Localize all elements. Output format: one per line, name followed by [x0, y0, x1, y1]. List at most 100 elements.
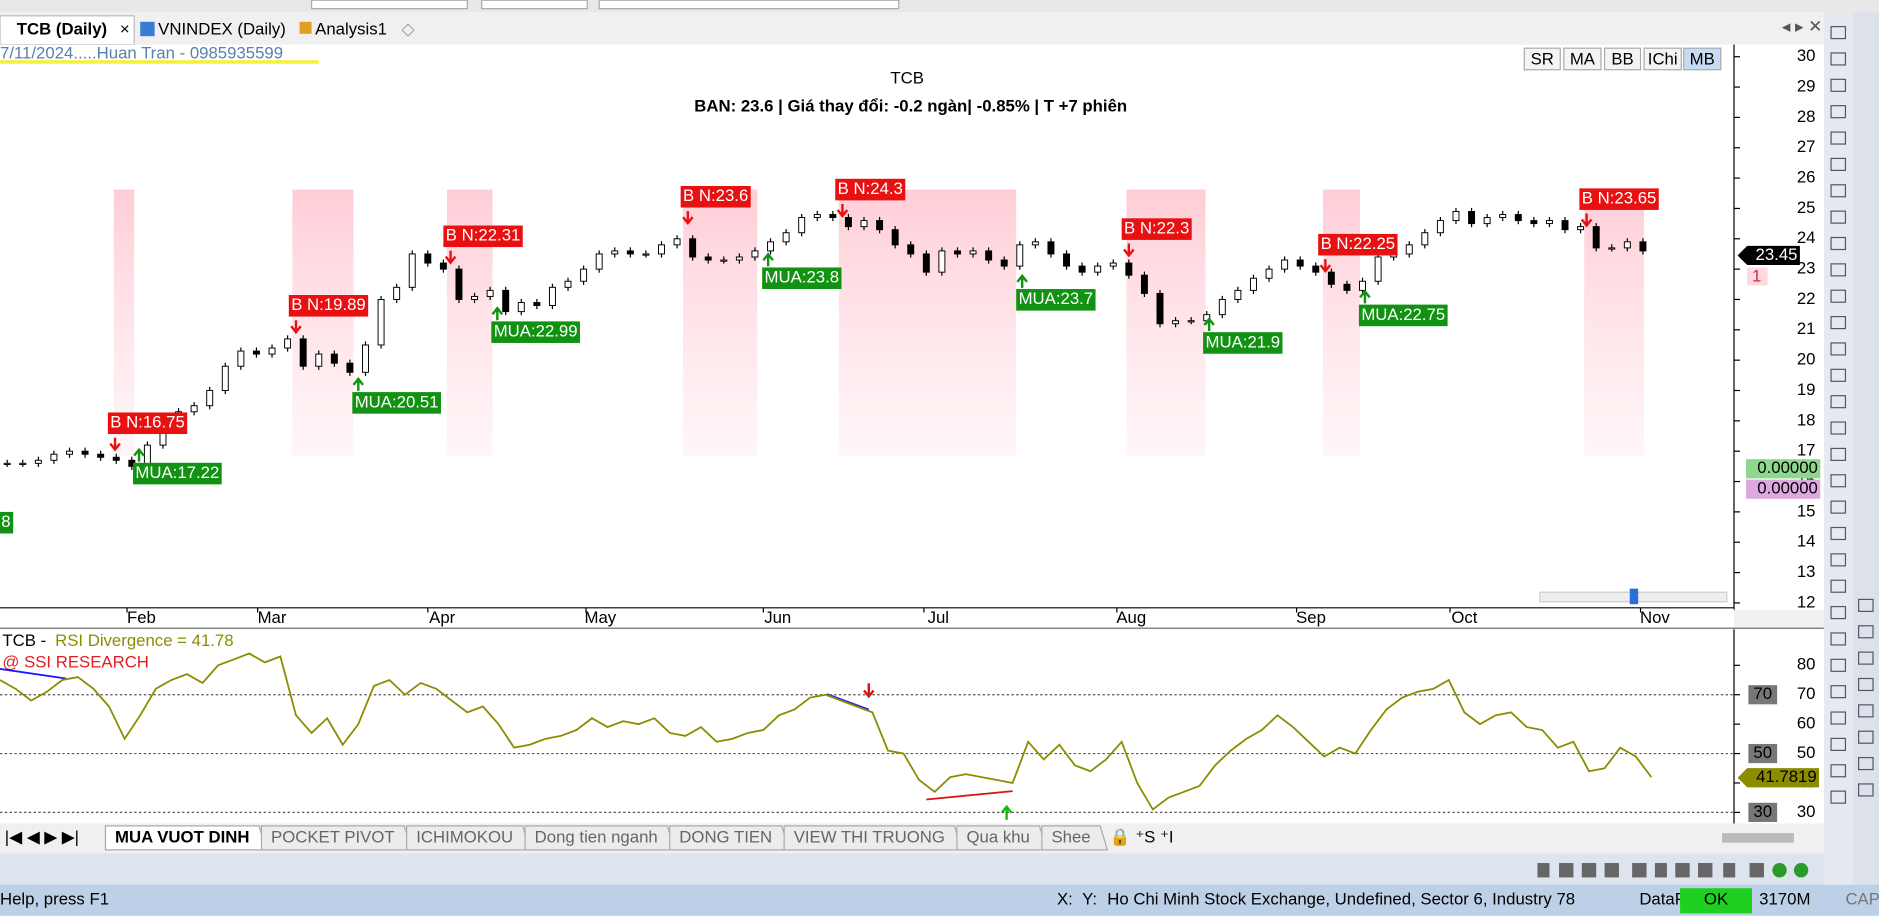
toggle-button[interactable] — [1523, 47, 1561, 71]
sheet-tab[interactable]: Dong tien nganh — [535, 827, 658, 846]
toggle-label[interactable]: IChi — [1648, 50, 1678, 69]
icon[interactable] — [1772, 863, 1787, 878]
tool-icon[interactable] — [1830, 553, 1847, 567]
icon[interactable] — [1723, 863, 1736, 878]
candle-body — [798, 217, 806, 234]
combo[interactable] — [310, 0, 468, 10]
combo[interactable] — [598, 0, 900, 10]
tool-icon[interactable] — [1830, 447, 1847, 461]
toggle-button[interactable] — [1563, 47, 1602, 71]
tool-icon[interactable] — [1830, 78, 1847, 92]
sheet-tab[interactable]: Shee — [1051, 827, 1090, 846]
tool-icon[interactable] — [1830, 52, 1847, 66]
icon[interactable] — [1632, 863, 1647, 878]
candle-body — [1639, 241, 1647, 252]
y-tick-label: 15 — [1797, 501, 1816, 520]
candle-body — [860, 220, 868, 228]
tab-close[interactable]: × — [120, 20, 130, 39]
candle-body — [408, 253, 416, 288]
icon[interactable] — [1675, 863, 1690, 878]
toggle-label[interactable]: SR — [1531, 50, 1554, 69]
tool-icon[interactable] — [1830, 315, 1847, 330]
new-tab[interactable]: ◇ — [401, 20, 415, 39]
tool-icon[interactable] — [1830, 605, 1847, 620]
tool-icon[interactable] — [1830, 236, 1847, 251]
tool-icon[interactable] — [1830, 632, 1847, 646]
tool-icon[interactable] — [1830, 342, 1847, 356]
tool-icon[interactable] — [1830, 685, 1847, 699]
slider-thumb[interactable] — [1629, 588, 1639, 605]
tool-icon[interactable] — [1830, 263, 1847, 277]
tool-icon[interactable] — [1830, 500, 1847, 514]
tool-icon[interactable] — [1830, 289, 1847, 303]
tab-label[interactable]: TCB (Daily) — [17, 20, 107, 39]
tool-icon[interactable] — [1830, 711, 1847, 725]
toggle-label[interactable]: MA — [1570, 50, 1596, 69]
tab-label[interactable]: Analysis1 — [315, 20, 387, 39]
tool-icon[interactable] — [1858, 598, 1874, 612]
tool-icon[interactable] — [1830, 658, 1847, 672]
icon[interactable] — [1749, 863, 1764, 878]
tool-icon[interactable] — [1830, 210, 1847, 224]
candle-body — [1296, 259, 1304, 267]
level-label: 50 — [1753, 743, 1772, 762]
sheet-nav[interactable]: |◀ ◀ ▶ ▶| — [5, 827, 79, 846]
tool-icon[interactable] — [1858, 625, 1874, 639]
tool-icon[interactable] — [1830, 737, 1847, 751]
tab-scroll[interactable]: ◂ ▸ ✕ — [1782, 17, 1822, 36]
tool-icon[interactable] — [1830, 131, 1847, 145]
candle-body — [221, 365, 229, 391]
tool-icon[interactable] — [1830, 105, 1847, 119]
icon[interactable] — [1537, 863, 1550, 878]
sheet-tab[interactable]: ICHIMOKOU — [416, 827, 513, 846]
tool-icon[interactable] — [1858, 756, 1874, 771]
icon[interactable] — [1654, 863, 1667, 878]
month-label: Apr — [429, 608, 456, 627]
icon[interactable] — [1793, 863, 1809, 878]
last-price-tag — [1737, 245, 1800, 266]
candle-body — [237, 350, 245, 367]
candle-body — [1561, 220, 1569, 231]
toggle-button[interactable] — [1683, 47, 1722, 71]
tool-icon[interactable] — [1830, 184, 1847, 198]
tool-icon[interactable] — [1830, 579, 1847, 593]
icon[interactable] — [1698, 863, 1713, 878]
toggle-label[interactable]: BB — [1611, 50, 1633, 69]
tab-label[interactable]: VNINDEX (Daily) — [158, 20, 286, 39]
toggle-label[interactable]: MB — [1690, 50, 1715, 69]
tool-icon[interactable] — [1858, 651, 1874, 665]
tool-icon[interactable] — [1830, 421, 1847, 435]
tool-icon[interactable] — [1830, 764, 1847, 778]
signal-zone — [113, 189, 135, 456]
tool-icon[interactable] — [1830, 368, 1847, 382]
tool-icon[interactable] — [1858, 730, 1874, 744]
toggle-button[interactable] — [1603, 47, 1642, 71]
sell-arrow — [1319, 259, 1332, 273]
icon[interactable] — [1559, 863, 1574, 878]
toggle-button[interactable] — [1643, 47, 1682, 71]
sheet-tab[interactable]: Qua khu — [967, 827, 1030, 846]
tool-icon[interactable] — [1858, 783, 1874, 797]
tool-icon[interactable] — [1830, 790, 1847, 804]
combo[interactable] — [481, 0, 588, 10]
sheet-tab[interactable]: MUA VUOT DINH — [115, 827, 249, 846]
tool-icon[interactable] — [1830, 395, 1847, 409]
sheet-tab[interactable]: POCKET PIVOT — [271, 827, 395, 846]
h-scroll[interactable] — [1722, 833, 1794, 843]
sheet-tab[interactable]: DONG TIEN — [679, 827, 772, 846]
tool-icon[interactable] — [1858, 704, 1874, 718]
sell-label: B N:23.65 — [1582, 189, 1657, 208]
tool-icon[interactable] — [1830, 25, 1847, 40]
tab-active[interactable] — [0, 15, 135, 46]
sheet-controls[interactable]: 🔒 ⁺S ⁺I — [1110, 827, 1174, 846]
icon[interactable] — [1604, 863, 1619, 878]
toolbar-icons[interactable] — [1537, 863, 1809, 878]
tool-icon[interactable] — [1830, 474, 1847, 488]
tool-icon[interactable] — [1830, 526, 1847, 541]
sheet-tab[interactable]: VIEW THI TRUONG — [794, 827, 945, 846]
sell-arrow — [836, 203, 849, 218]
icon[interactable] — [1581, 863, 1597, 878]
tool-icon[interactable] — [1830, 157, 1847, 171]
tool-icon[interactable] — [1858, 677, 1874, 692]
sheet-tab-shape[interactable] — [1041, 825, 1109, 851]
